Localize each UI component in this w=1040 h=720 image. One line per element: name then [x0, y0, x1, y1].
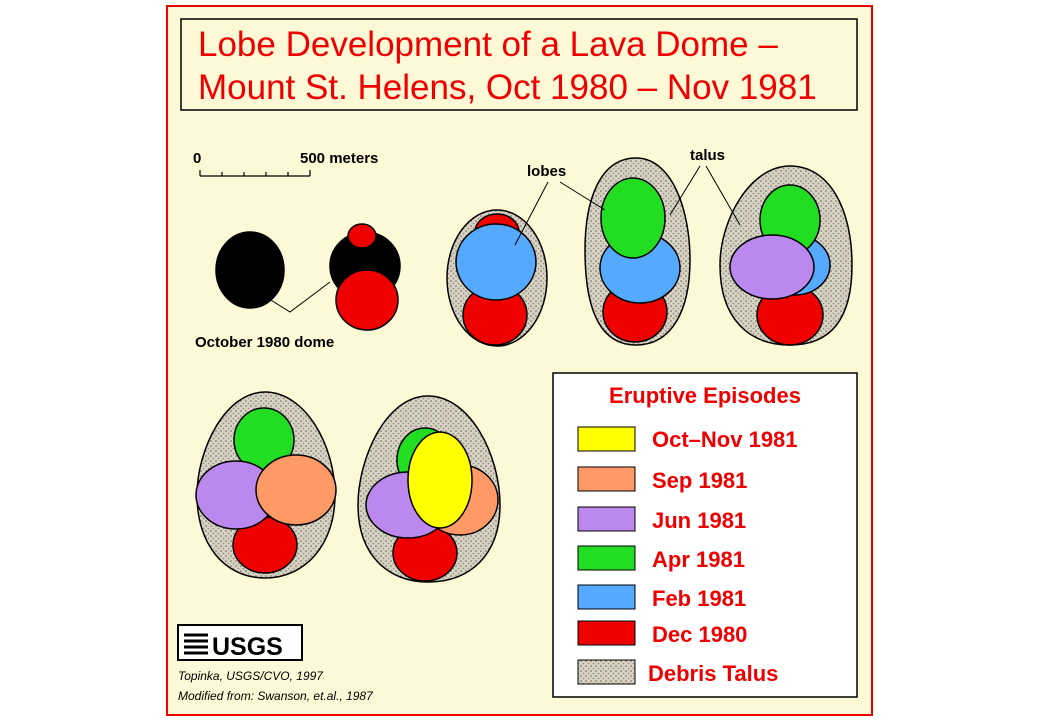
swatch	[577, 466, 636, 492]
lobe	[347, 223, 377, 249]
lobe	[335, 269, 399, 331]
lobe	[407, 431, 473, 529]
credit: Topinka, USGS/CVO, 1997	[178, 669, 324, 683]
pointer	[257, 281, 331, 313]
swatch	[577, 620, 636, 646]
legend-entry: Apr 1981	[652, 547, 745, 572]
credit: Modified from: Swanson, et.al., 1987	[178, 689, 374, 703]
scale-start: 0	[193, 150, 201, 167]
legend-entry: Feb 1981	[652, 586, 746, 611]
swatch	[577, 545, 636, 571]
legend-title: Eruptive Episodes	[609, 383, 801, 408]
title-line: Mount St. Helens, Oct 1980 – Nov 1981	[198, 68, 817, 107]
label: October 1980 dome	[195, 334, 334, 351]
lobe	[455, 223, 537, 301]
scale-bar	[199, 170, 311, 177]
legend-box	[552, 372, 858, 698]
lobe	[729, 234, 815, 300]
label: talus	[690, 147, 725, 164]
legend-entry: Debris Talus	[648, 661, 778, 686]
pointer	[514, 181, 606, 246]
title-line: Lobe Development of a Lava Dome –	[198, 25, 778, 64]
pointer	[669, 165, 741, 226]
legend-entry: Jun 1981	[652, 508, 746, 533]
swatch	[577, 659, 636, 685]
logo: USGS	[212, 633, 283, 661]
legend-entry: Sep 1981	[652, 468, 747, 493]
label: lobes	[527, 163, 566, 180]
logo-waves	[184, 633, 208, 655]
swatch	[577, 426, 636, 452]
dome-1980	[215, 231, 285, 309]
swatch	[577, 506, 636, 532]
legend-entry: Oct–Nov 1981	[652, 427, 798, 452]
scale-end: 500 meters	[300, 150, 378, 167]
title-box	[180, 18, 858, 111]
legend-entry: Dec 1980	[652, 622, 747, 647]
lobe	[255, 454, 337, 526]
lobe	[600, 177, 666, 259]
swatch	[577, 584, 636, 610]
